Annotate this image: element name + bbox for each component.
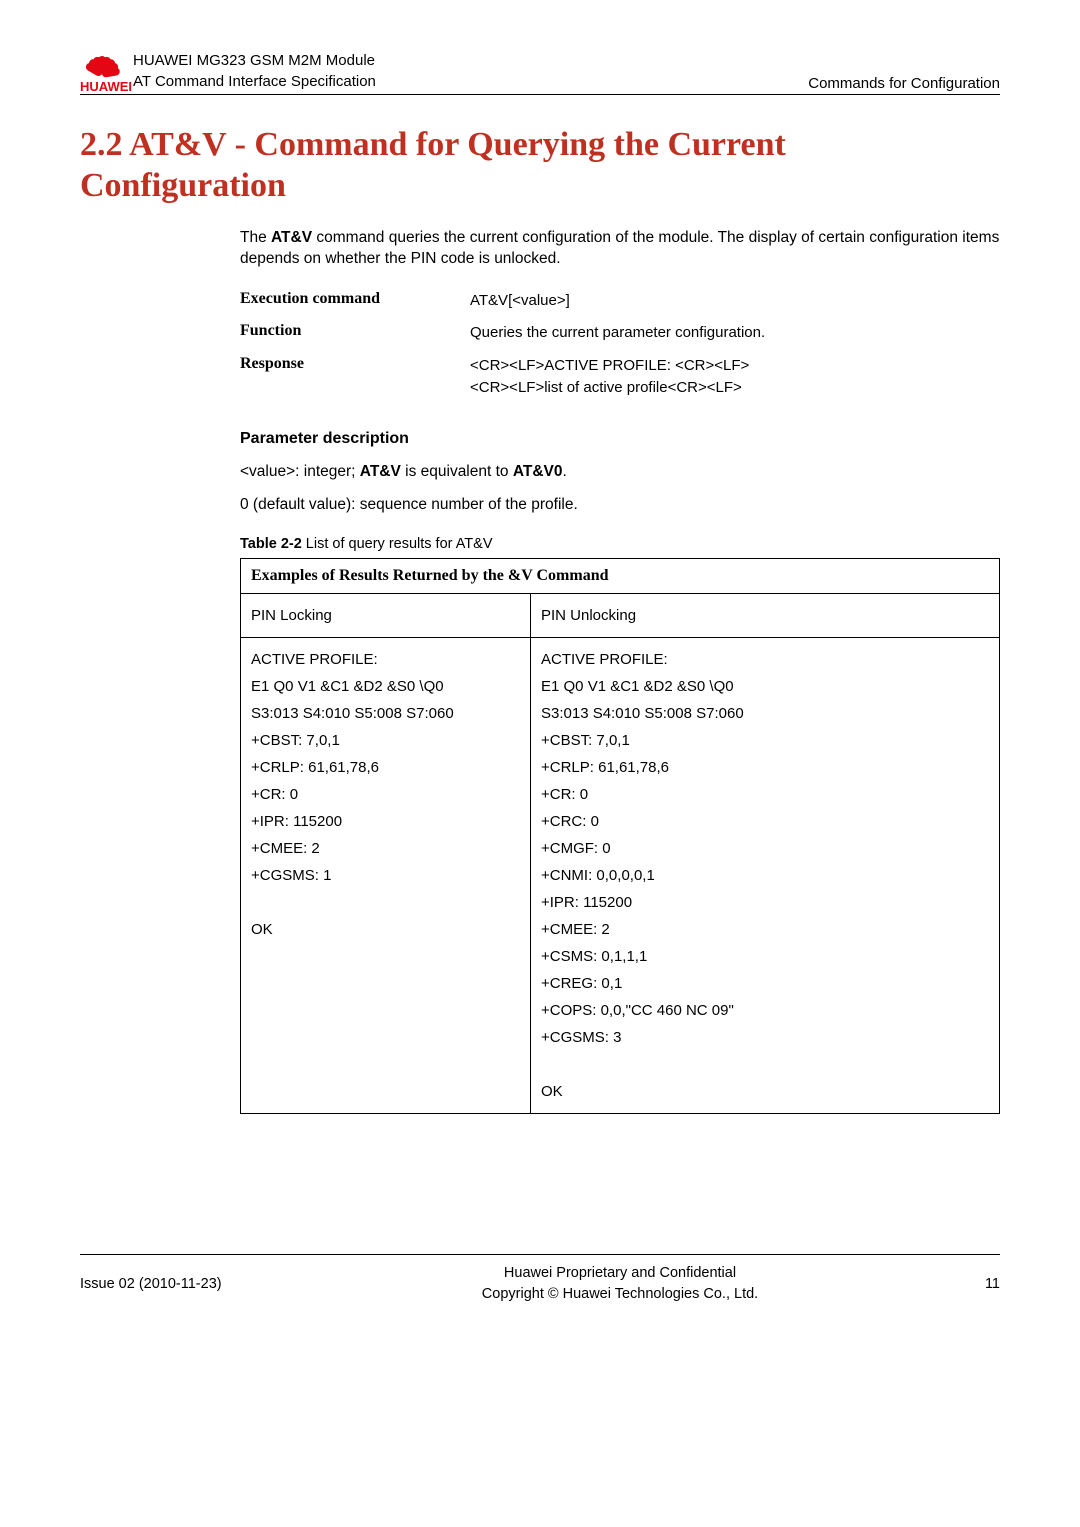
pin-unlocking-header: PIN Unlocking — [531, 594, 1000, 638]
page-header: HUAWEI HUAWEI MG323 GSM M2M Module AT Co… — [80, 50, 1000, 95]
table-subheader-row: PIN Locking PIN Unlocking — [241, 594, 1000, 638]
header-category: Commands for Configuration — [808, 75, 1000, 92]
definition-list: Execution command AT&V[<value>] Function… — [240, 290, 1000, 400]
footer-line1: Huawei Proprietary and Confidential — [504, 1265, 736, 1281]
def-func-value: Queries the current parameter configurat… — [470, 322, 1000, 345]
def-execution: Execution command AT&V[<value>] — [240, 290, 1000, 313]
table-header-cell: Examples of Results Returned by the &V C… — [241, 559, 1000, 594]
def-exec-value: AT&V[<value>] — [470, 290, 1000, 313]
table-caption-rest: List of query results for AT&V — [302, 536, 493, 552]
param-line-2: 0 (default value): sequence number of th… — [240, 493, 1000, 516]
header-titles: HUAWEI MG323 GSM M2M Module AT Command I… — [125, 50, 808, 92]
def-function: Function Queries the current parameter c… — [240, 322, 1000, 345]
footer-line2: Copyright © Huawei Technologies Co., Ltd… — [482, 1286, 758, 1302]
footer-page: 11 — [940, 1276, 1000, 1292]
table-header-row: Examples of Results Returned by the &V C… — [241, 559, 1000, 594]
page-footer: Issue 02 (2010-11-23) Huawei Proprietary… — [80, 1254, 1000, 1304]
def-response: Response <CR><LF>ACTIVE PROFILE: <CR><LF… — [240, 355, 1000, 400]
resp-line2: <CR><LF>list of active profile<CR><LF> — [470, 379, 742, 396]
def-func-label: Function — [240, 322, 470, 340]
results-table: Examples of Results Returned by the &V C… — [240, 558, 1000, 1114]
logo-block: HUAWEI — [80, 52, 125, 92]
brand-name: HUAWEI — [80, 79, 130, 94]
table-caption: Table 2-2 List of query results for AT&V — [240, 536, 1000, 552]
page-container: HUAWEI HUAWEI MG323 GSM M2M Module AT Co… — [0, 0, 1080, 1344]
section-intro: The AT&V command queries the current con… — [240, 227, 1000, 270]
product-name: HUAWEI MG323 GSM M2M Module — [133, 50, 808, 71]
spec-name: AT Command Interface Specification — [133, 71, 808, 92]
param-line-1: <value>: integer; AT&V is equivalent to … — [240, 460, 1000, 483]
def-resp-value: <CR><LF>ACTIVE PROFILE: <CR><LF> <CR><LF… — [470, 355, 1000, 400]
pin-unlocking-cell: ACTIVE PROFILE:E1 Q0 V1 &C1 &D2 &S0 \Q0S… — [531, 638, 1000, 1114]
footer-center: Huawei Proprietary and Confidential Copy… — [300, 1263, 940, 1304]
huawei-logo-icon: HUAWEI — [80, 52, 125, 92]
footer-issue: Issue 02 (2010-11-23) — [80, 1276, 300, 1292]
table-data-row: ACTIVE PROFILE:E1 Q0 V1 &C1 &D2 &S0 \Q0S… — [241, 638, 1000, 1114]
pin-locking-cell: ACTIVE PROFILE:E1 Q0 V1 &C1 &D2 &S0 \Q0S… — [241, 638, 531, 1114]
resp-line1: <CR><LF>ACTIVE PROFILE: <CR><LF> — [470, 357, 749, 374]
table-caption-bold: Table 2-2 — [240, 536, 302, 552]
param-heading: Parameter description — [240, 430, 1000, 448]
section-title: 2.2 AT&V - Command for Querying the Curr… — [80, 125, 1000, 207]
def-resp-label: Response — [240, 355, 470, 373]
pin-locking-header: PIN Locking — [241, 594, 531, 638]
def-exec-label: Execution command — [240, 290, 470, 308]
